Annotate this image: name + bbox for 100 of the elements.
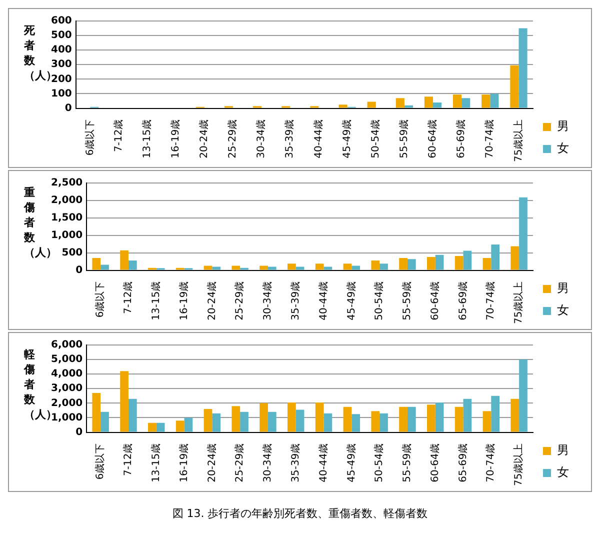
bar	[260, 403, 268, 432]
x-tick-label: 50-54歳	[369, 119, 382, 158]
y-tick-label: 0	[64, 102, 72, 114]
bar	[338, 104, 348, 108]
bar	[128, 398, 137, 432]
x-tick-label: 40-44歳	[312, 119, 324, 158]
x-tick-label: 40-44歳	[317, 281, 330, 320]
bar	[367, 102, 376, 108]
x-tick-label: 40-44歳	[317, 443, 330, 482]
bar	[426, 404, 436, 432]
y-tick-label: 1,500	[50, 212, 83, 224]
x-tick-label: 60-64歳	[428, 281, 441, 320]
bar	[100, 412, 109, 432]
y-tick-label: 6,000	[50, 340, 83, 351]
y-tick-label: 400	[51, 44, 72, 56]
bar	[324, 413, 332, 432]
x-tick-label: 7-12歳	[112, 119, 124, 152]
legend-label: 男	[557, 281, 569, 296]
x-tick-label: 50-54歳	[373, 281, 386, 320]
x-tick-label: 30-34歳	[255, 119, 268, 158]
bar	[407, 406, 416, 432]
bar	[371, 260, 380, 270]
x-tick-label: 20-24歳	[206, 281, 218, 320]
bar	[407, 259, 416, 270]
bar	[435, 402, 444, 432]
bar	[324, 266, 332, 270]
y-tick-label: 100	[51, 88, 72, 100]
y-tick-label: 500	[62, 247, 83, 258]
bar	[491, 244, 500, 270]
x-tick-label: 35-39歳	[289, 281, 302, 320]
bar	[184, 418, 193, 432]
y-tick-label: 5,000	[50, 354, 83, 366]
bar	[240, 412, 248, 432]
bar	[426, 257, 436, 270]
x-tick-label: 16-19歳	[178, 443, 190, 482]
x-tick-label: 7-12歳	[122, 443, 134, 476]
bar	[454, 256, 464, 270]
bar	[380, 264, 388, 270]
y-tick-label: 2,500	[50, 178, 83, 189]
bar	[491, 396, 500, 432]
bar	[519, 360, 528, 432]
x-tick-label: 75歳以上	[512, 443, 525, 486]
y-tick-label: 300	[51, 59, 72, 70]
x-tick-label: 50-54歳	[373, 443, 386, 482]
x-tick-label: 35-39歳	[289, 443, 302, 482]
x-tick-label: 70-74歳	[484, 281, 497, 320]
x-tick-label: 7-12歳	[122, 281, 134, 314]
x-tick-label: 13-15歳	[140, 119, 153, 158]
bar	[343, 406, 352, 432]
bar	[204, 266, 212, 270]
bar	[287, 402, 296, 432]
x-tick-label: 75歳以上	[512, 119, 524, 162]
bar	[396, 98, 404, 108]
bar	[315, 264, 324, 270]
x-tick-label: 70-74歳	[484, 119, 496, 158]
x-tick-label: 55-59歳	[401, 281, 414, 320]
bar	[404, 105, 414, 108]
x-tick-label: 55-59歳	[398, 119, 410, 158]
bar	[204, 409, 212, 432]
y-tick-label: 0	[76, 426, 83, 438]
x-tick-label: 55-59歳	[401, 443, 414, 482]
x-tick-label: 30-34歳	[262, 443, 274, 482]
x-tick-label: 16-19歳	[178, 281, 190, 320]
x-tick-label: 45-49歳	[345, 443, 358, 482]
bar	[435, 254, 444, 270]
bar	[482, 94, 490, 108]
x-tick-label: 13-15歳	[150, 443, 162, 482]
bar	[424, 96, 434, 108]
legend-label: 女	[557, 465, 569, 480]
bar	[260, 266, 268, 270]
y-tick-label: 4,000	[50, 368, 83, 380]
bar	[482, 258, 492, 270]
legend-label: 女	[557, 141, 569, 156]
x-tick-label: 65-69歳	[456, 443, 469, 482]
bar	[519, 197, 528, 270]
bar	[490, 94, 499, 108]
x-tick-label: 30-34歳	[262, 281, 274, 320]
y-tick-label: 500	[51, 30, 72, 42]
x-tick-label: 60-64歳	[426, 119, 439, 158]
y-tick-label: 600	[51, 16, 72, 27]
y-tick-label: 0	[76, 264, 83, 276]
bar	[352, 266, 360, 270]
y-tick-label: 2,000	[50, 195, 83, 206]
x-tick-label: 20-24歳	[198, 119, 210, 158]
y-tick-label: 1,000	[50, 230, 83, 241]
bar	[453, 94, 462, 108]
bar	[510, 398, 520, 432]
bar	[232, 406, 240, 432]
bar	[212, 266, 221, 270]
bar	[176, 420, 184, 432]
x-tick-label: 35-39歳	[284, 119, 296, 158]
bar	[148, 422, 156, 432]
bar	[433, 102, 442, 108]
bar	[482, 411, 492, 432]
bar	[120, 371, 128, 432]
y-tick-label: 1,000	[50, 412, 83, 424]
bar	[268, 412, 276, 432]
x-tick-label: 25-29歳	[234, 443, 246, 482]
bar	[156, 422, 165, 432]
bar	[296, 266, 304, 270]
